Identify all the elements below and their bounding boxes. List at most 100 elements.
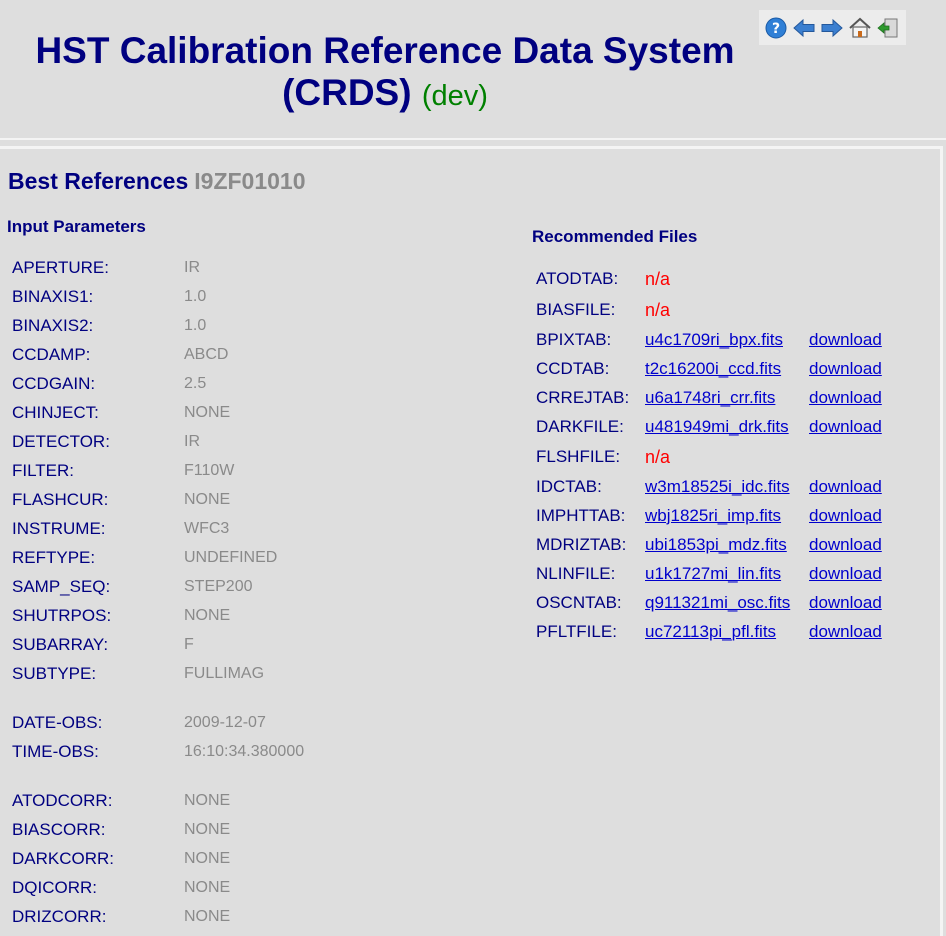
reference-type: NLINFILE: <box>536 564 616 583</box>
parameter-name: BINAXIS2: <box>12 316 94 335</box>
site-title-line2: (CRDS) <box>282 72 412 113</box>
reference-file-link[interactable]: t2c16200i_ccd.fits <box>645 359 782 378</box>
reference-file-link[interactable]: u1k1727mi_lin.fits <box>645 564 782 583</box>
page-title: Best References I9ZF01010 <box>8 168 306 195</box>
parameter-name: DARKCORR: <box>12 849 115 868</box>
site-title-line1: HST Calibration Reference Data System <box>35 30 735 71</box>
reference-type: BPIXTAB: <box>536 330 612 349</box>
download-link[interactable]: download <box>809 506 882 525</box>
input-parameters-heading: Input Parameters <box>7 217 146 236</box>
parameter-value: IR <box>184 259 200 276</box>
reference-type: CRREJTAB: <box>536 388 630 407</box>
parameter-value: WFC3 <box>184 520 230 537</box>
parameter-name: DRIZCORR: <box>12 907 107 926</box>
reference-file-link[interactable]: wbj1825ri_imp.fits <box>645 506 782 525</box>
reference-type: MDRIZTAB: <box>536 535 627 554</box>
parameter-name: INSTRUME: <box>12 519 106 538</box>
dataset-id: I9ZF01010 <box>194 168 306 194</box>
recommended-files-heading: Recommended Files <box>532 227 698 246</box>
reference-type: BIASFILE: <box>536 300 616 319</box>
reference-file-link[interactable]: u481949mi_drk.fits <box>645 417 789 436</box>
home-icon[interactable] <box>848 16 872 40</box>
parameter-name: DQICORR: <box>12 878 97 897</box>
parameter-value: NONE <box>184 850 231 867</box>
parameter-name: SUBTYPE: <box>12 664 97 683</box>
parameter-name: SHUTRPOS: <box>12 606 112 625</box>
parameter-value: NONE <box>184 607 231 624</box>
reference-type: OSCNTAB: <box>536 593 622 612</box>
back-arrow-icon[interactable] <box>792 16 816 40</box>
parameter-value: NONE <box>184 821 231 838</box>
parameter-value: F <box>184 636 194 653</box>
parameter-value: IR <box>184 433 200 450</box>
reference-file-link[interactable]: q911321mi_osc.fits <box>645 593 791 612</box>
not-available-label: n/a <box>645 300 671 320</box>
parameter-name: FLASHCUR: <box>12 490 109 509</box>
parameter-name: TIME-OBS: <box>12 742 99 761</box>
download-link[interactable]: download <box>809 477 882 496</box>
parameter-name: FILTER: <box>12 461 75 480</box>
parameter-value: FULLIMAG <box>184 665 265 682</box>
parameter-name: CCDGAIN: <box>12 374 96 393</box>
reference-type: FLSHFILE: <box>536 447 621 466</box>
parameter-value: 2.5 <box>184 375 207 392</box>
site-title: HST Calibration Reference Data System (C… <box>0 30 770 117</box>
parameter-name: APERTURE: <box>12 258 109 277</box>
parameter-name: CHINJECT: <box>12 403 99 422</box>
parameter-value: 1.0 <box>184 288 207 305</box>
help-icon[interactable]: ? <box>764 16 788 40</box>
parameter-value: 2009-12-07 <box>184 714 266 731</box>
logout-icon[interactable] <box>876 16 900 40</box>
download-link[interactable]: download <box>809 593 882 612</box>
parameter-value: UNDEFINED <box>184 549 278 566</box>
download-link[interactable]: download <box>809 388 882 407</box>
not-available-label: n/a <box>645 269 671 289</box>
parameter-value: 16:10:34.380000 <box>184 743 305 760</box>
page-header: HST Calibration Reference Data System (C… <box>0 0 946 138</box>
content-right-border <box>940 146 943 936</box>
reference-file-link[interactable]: uc72113pi_pfl.fits <box>645 622 777 641</box>
download-link[interactable]: download <box>809 330 882 349</box>
reference-file-link[interactable]: ubi1853pi_mdz.fits <box>645 535 787 554</box>
reference-file-link[interactable]: w3m18525i_idc.fits <box>645 477 790 496</box>
forward-arrow-icon[interactable] <box>820 16 844 40</box>
nav-toolbar: ? <box>759 10 906 45</box>
download-link[interactable]: download <box>809 564 882 583</box>
parameter-name: DATE-OBS: <box>12 713 103 732</box>
reference-type: CCDTAB: <box>536 359 610 378</box>
parameter-value: NONE <box>184 908 231 925</box>
parameter-value: NONE <box>184 404 231 421</box>
parameter-name: ATODCORR: <box>12 791 113 810</box>
header-divider <box>0 138 946 140</box>
reference-type: PFLTFILE: <box>536 622 617 641</box>
reference-file-link[interactable]: u6a1748ri_crr.fits <box>645 388 776 407</box>
page-title-text: Best References <box>8 168 189 194</box>
parameter-name: CCDAMP: <box>12 345 91 364</box>
download-link[interactable]: download <box>809 417 882 436</box>
parameter-value: ABCD <box>184 346 229 363</box>
reference-type: IMPHTTAB: <box>536 506 626 525</box>
parameter-value: NONE <box>184 792 231 809</box>
parameter-value: STEP200 <box>184 578 253 595</box>
reference-file-link[interactable]: u4c1709ri_bpx.fits <box>645 330 783 349</box>
reference-type: ATODTAB: <box>536 269 619 288</box>
parameter-value: F110W <box>184 462 235 479</box>
parameter-name: REFTYPE: <box>12 548 96 567</box>
download-link[interactable]: download <box>809 535 882 554</box>
parameter-name: BINAXIS1: <box>12 287 94 306</box>
reference-type: IDCTAB: <box>536 477 602 496</box>
parameter-value: NONE <box>184 491 231 508</box>
parameter-name: BIASCORR: <box>12 820 106 839</box>
download-link[interactable]: download <box>809 359 882 378</box>
parameter-name: SAMP_SEQ: <box>12 577 111 596</box>
not-available-label: n/a <box>645 447 671 467</box>
svg-text:?: ? <box>772 21 780 37</box>
parameter-name: DETECTOR: <box>12 432 110 451</box>
parameter-value: 1.0 <box>184 317 207 334</box>
content-top-border <box>0 146 940 149</box>
download-link[interactable]: download <box>809 622 882 641</box>
parameter-name: SUBARRAY: <box>12 635 109 654</box>
parameter-value: NONE <box>184 879 231 896</box>
reference-type: DARKFILE: <box>536 417 624 436</box>
instance-label: (dev) <box>421 80 488 112</box>
